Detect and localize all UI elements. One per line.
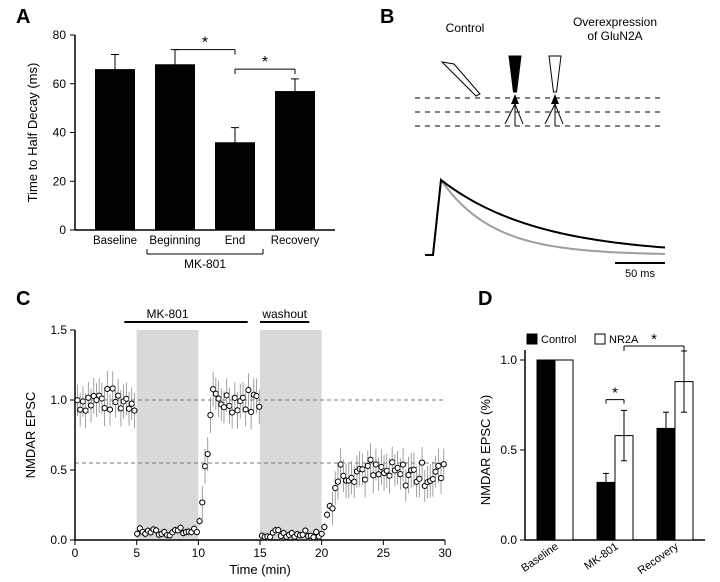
svg-text:15: 15: [253, 546, 267, 560]
svg-text:1.5: 1.5: [50, 323, 67, 337]
svg-text:MK-801: MK-801: [146, 307, 188, 321]
svg-text:80: 80: [53, 28, 67, 42]
svg-text:NMDAR EPSC (%): NMDAR EPSC (%): [478, 395, 493, 506]
svg-text:0.0: 0.0: [50, 533, 67, 547]
svg-text:MK-801: MK-801: [582, 541, 620, 573]
svg-text:*: *: [202, 35, 208, 52]
svg-text:Time to Half Decay (ms): Time to Half Decay (ms): [25, 63, 40, 203]
svg-text:0: 0: [59, 223, 66, 237]
svg-text:washout: washout: [261, 307, 307, 321]
svg-text:MK-801: MK-801: [184, 257, 226, 271]
svg-text:Recovery: Recovery: [636, 540, 681, 577]
svg-text:20: 20: [53, 174, 67, 188]
panel-b-label: B: [380, 6, 394, 29]
svg-text:50 ms: 50 ms: [625, 268, 655, 280]
svg-text:Baseline: Baseline: [93, 235, 137, 247]
svg-text:60: 60: [53, 77, 67, 91]
svg-text:NMDAR EPSC: NMDAR EPSC: [23, 392, 38, 479]
svg-text:30: 30: [438, 546, 452, 560]
panel-c-label: C: [16, 288, 30, 311]
svg-text:40: 40: [53, 126, 67, 140]
svg-text:*: *: [612, 385, 618, 402]
svg-text:NR2A: NR2A: [609, 334, 639, 346]
svg-text:25: 25: [377, 546, 391, 560]
svg-text:Control: Control: [541, 334, 576, 346]
svg-text:0: 0: [72, 546, 79, 560]
svg-text:Recovery: Recovery: [271, 235, 320, 247]
svg-text:0.5: 0.5: [500, 443, 517, 457]
svg-text:1.0: 1.0: [50, 393, 67, 407]
svg-text:Overexpression: Overexpression: [573, 15, 657, 29]
svg-text:Baseline: Baseline: [519, 541, 560, 575]
svg-text:Beginning: Beginning: [149, 235, 200, 247]
svg-text:*: *: [651, 331, 657, 348]
svg-text:1.0: 1.0: [500, 353, 517, 367]
svg-text:*: *: [262, 54, 268, 71]
svg-text:0.5: 0.5: [50, 463, 67, 477]
svg-text:0.0: 0.0: [500, 533, 517, 547]
panel-a-label: A: [16, 6, 30, 29]
svg-text:Control: Control: [446, 21, 485, 35]
svg-text:of GluN2A: of GluN2A: [587, 29, 642, 43]
svg-text:5: 5: [133, 546, 140, 560]
svg-text:End: End: [225, 235, 245, 247]
svg-text:20: 20: [315, 546, 329, 560]
svg-text:10: 10: [192, 546, 206, 560]
panel-d-label: D: [478, 288, 492, 311]
figure-canvas: 0 20 40 60 80 Time to Half Decay (ms) Baseline…: [0, 0, 720, 577]
svg-text:Time (min): Time (min): [229, 562, 291, 577]
